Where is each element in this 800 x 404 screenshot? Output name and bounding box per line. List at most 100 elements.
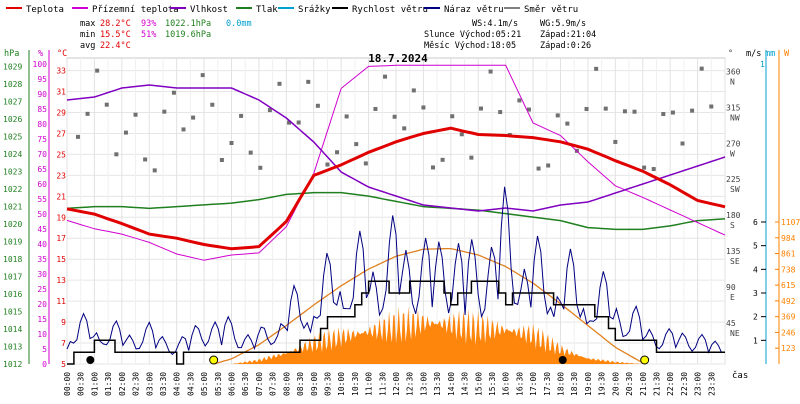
pct-tick-label: 80	[37, 120, 47, 129]
ms-tick-label: 3	[753, 289, 758, 298]
wind-direction-point	[114, 152, 119, 157]
hpa-tick-label: 1029	[3, 63, 22, 72]
wind-direction-point	[191, 115, 196, 120]
wind-direction-point	[661, 112, 666, 117]
temp-tick-label: 13	[56, 276, 66, 285]
wind-direction-point	[296, 120, 301, 125]
temp-tick-label: 9	[61, 318, 66, 327]
info-block: WS:4.1m/s WG:5.9m/s Slunce Východ:05:21 …	[424, 19, 596, 51]
wm2-tick-label: 492	[781, 297, 796, 306]
wind-direction-point	[143, 157, 148, 162]
pct-tick-label: 30	[37, 270, 47, 279]
hpa-tick-label: 1024	[3, 150, 22, 159]
temp-tick-label: 17	[56, 234, 66, 243]
x-tick-label: 19:30	[598, 372, 607, 396]
x-tick-label: 07:00	[255, 372, 264, 396]
wind-direction-point	[565, 121, 570, 126]
wind-direction-point	[584, 107, 589, 112]
wm2-tick-label: 369	[781, 313, 796, 322]
x-tick-label: 21:00	[639, 372, 648, 396]
wind-direction-point	[411, 88, 416, 93]
stats-max-hum: 93%	[141, 19, 156, 29]
dir-tick-label: 315	[726, 103, 741, 112]
x-tick-label: 16:30	[515, 372, 524, 396]
dir-point-label: S	[730, 221, 735, 230]
wm2-tick-label: 123	[781, 344, 796, 353]
wind-direction-point	[459, 132, 464, 137]
wind-direction-point	[219, 158, 224, 163]
wind-direction-point	[670, 110, 675, 115]
wind-direction-point	[699, 66, 704, 71]
wind-direction-point	[315, 103, 320, 108]
info-wg: WG:5.9m/s	[540, 19, 586, 29]
x-tick-label: 09:00	[310, 372, 319, 396]
wind-direction-point	[335, 150, 340, 155]
wind-direction-point	[152, 168, 157, 173]
series-radiation-theoretical	[213, 247, 645, 365]
axis-unit-pct: %	[38, 49, 43, 59]
x-tick-label: 12:30	[406, 372, 415, 396]
dir-tick-label: 180	[726, 211, 741, 220]
wind-direction-point	[546, 163, 551, 168]
wind-direction-point	[95, 68, 100, 73]
x-tick-label: 22:00	[666, 372, 675, 396]
x-tick-label: 02:00	[118, 372, 127, 396]
legend-label-srazky: Srážky	[298, 5, 331, 15]
wind-direction-point	[488, 69, 493, 74]
pct-tick-label: 45	[37, 225, 47, 234]
chart-title: 18.7.2024	[368, 52, 428, 65]
pct-tick-label: 20	[37, 300, 47, 309]
legend-label-rychlost: Rychlost větru	[352, 5, 428, 15]
hpa-tick-label: 1027	[3, 98, 22, 107]
stats-avg-label: avg	[80, 41, 95, 51]
wind-direction-point	[344, 114, 349, 119]
moonrise-marker	[558, 356, 567, 364]
wind-direction-point	[229, 141, 234, 146]
dir-point-label: NW	[730, 113, 740, 122]
legend: Teplota Přízemní teplota Vlhkost Tlak Sr…	[6, 5, 578, 15]
wind-direction-point	[171, 90, 176, 95]
x-tick-label: 07:30	[269, 372, 278, 396]
wind-direction-point	[363, 161, 368, 166]
wind-direction-point	[277, 81, 282, 86]
dir-tick-label: 225	[726, 175, 741, 184]
hpa-tick-label: 1023	[3, 168, 22, 177]
pct-tick-label: 40	[37, 240, 47, 249]
wind-direction-point	[642, 165, 647, 170]
pct-tick-label: 55	[37, 195, 47, 204]
pct-tick-label: 70	[37, 150, 47, 159]
wind-direction-point	[123, 130, 128, 135]
x-tick-label: 05:00	[200, 372, 209, 396]
series-pressure	[66, 191, 726, 231]
wind-direction-point	[392, 114, 397, 119]
x-tick-label: 10:30	[351, 372, 360, 396]
wind-direction-point	[373, 106, 378, 111]
chart-marks	[66, 64, 726, 365]
dir-tick-label: 360	[726, 67, 741, 76]
temp-tick-label: 15	[56, 255, 66, 264]
pct-tick-label: 90	[37, 90, 47, 99]
wind-direction-point	[594, 66, 599, 71]
stats-min-press: 1019.6hPa	[165, 30, 211, 40]
x-tick-label: 20:30	[625, 372, 634, 396]
x-tick-label: 10:00	[337, 372, 346, 396]
dir-tick-label: 90	[726, 283, 736, 292]
hpa-tick-label: 1017	[3, 273, 22, 282]
series-wind-speed	[67, 280, 725, 365]
pct-tick-label: 35	[37, 255, 47, 264]
legend-label-smer: Směr větru	[524, 5, 578, 15]
pct-tick-label: 100	[33, 60, 48, 69]
wind-direction-point	[622, 109, 627, 114]
pct-tick-label: 85	[37, 105, 47, 114]
wind-direction-point	[210, 102, 215, 107]
ms-tick-label: 1	[753, 336, 758, 345]
wm2-tick-label: 984	[781, 234, 796, 243]
x-tick-label: 14:30	[461, 372, 470, 396]
wind-direction-point	[354, 142, 359, 147]
ms-tick-label: 5	[753, 242, 758, 251]
stats-max-temp: 28.2°C	[100, 19, 131, 29]
hpa-tick-label: 1019	[3, 238, 22, 247]
wind-direction-point	[181, 127, 186, 132]
axis-unit-temp: °C	[57, 49, 67, 59]
wind-direction-point	[517, 98, 522, 103]
